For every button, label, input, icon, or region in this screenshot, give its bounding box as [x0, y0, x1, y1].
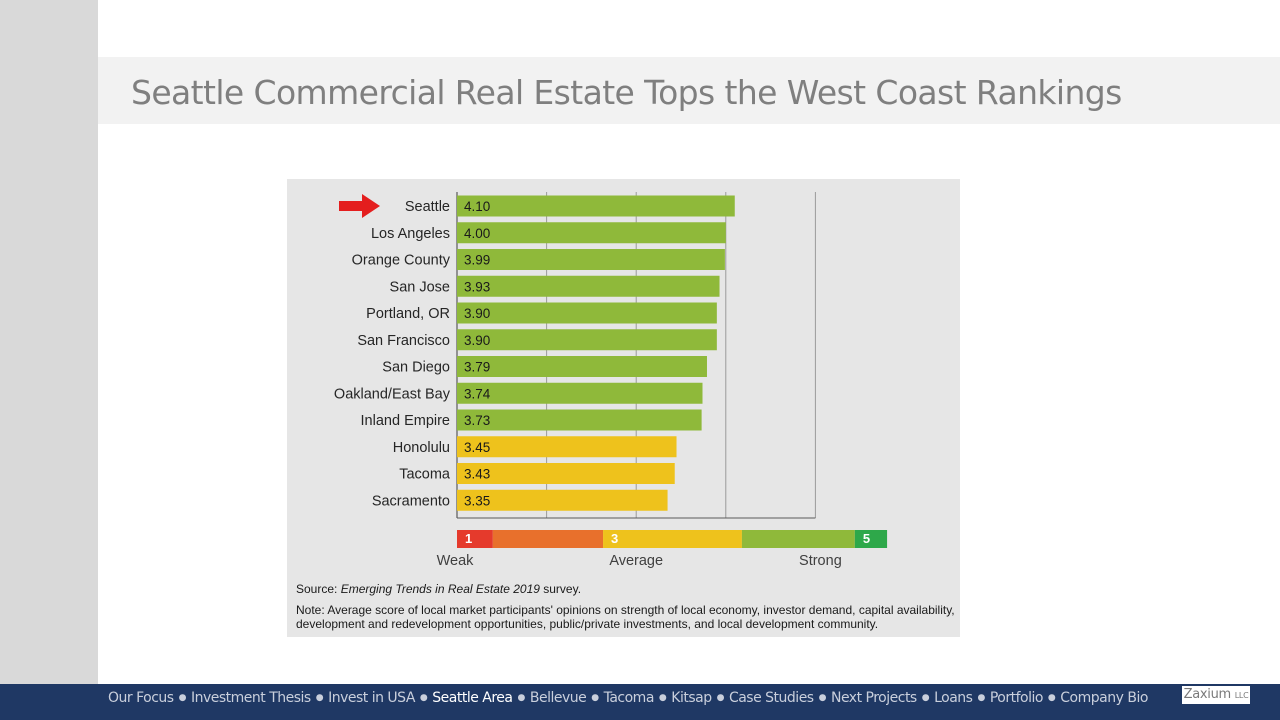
chart-panel: Seattle 4.10 Los Angeles 4.00 Orange County 3…	[287, 179, 960, 637]
scale-segment-label: 3	[611, 531, 618, 546]
chart-note: Note: Average score of local market part…	[296, 603, 955, 631]
category-label: San Francisco	[357, 333, 450, 349]
bar	[457, 302, 717, 324]
nav-separator-icon: ●	[591, 692, 599, 703]
chart-source: Source: Emerging Trends in Real Estate 2…	[296, 582, 581, 596]
bottom-nav-bar: Our Focus ● Investment Thesis ● Invest in US…	[0, 684, 1280, 720]
bar	[457, 195, 735, 217]
nav-item-portfolio[interactable]: Portfolio	[989, 689, 1044, 706]
source-prefix: Source:	[296, 582, 341, 596]
highlight-arrow-icon	[339, 194, 380, 218]
value-label: 3.93	[464, 279, 490, 294]
title-band: Seattle Commercial Real Estate Tops the …	[98, 57, 1280, 124]
nav-item-next-projects[interactable]: Next Projects	[830, 689, 917, 706]
value-label: 4.00	[464, 226, 490, 241]
nav-item-invest-in-usa[interactable]: Invest in USA	[328, 689, 415, 706]
scale-segment-label: 5	[863, 531, 870, 546]
nav-separator-icon: ●	[315, 692, 324, 703]
nav-separator-icon: ●	[419, 692, 428, 703]
nav-item-case-studies[interactable]: Case Studies	[728, 689, 814, 706]
nav-separator-icon: ●	[818, 692, 827, 703]
nav-separator-icon: ●	[517, 692, 526, 703]
nav-separator-icon: ●	[178, 692, 187, 703]
value-label: 3.90	[464, 306, 490, 321]
category-label: San Diego	[382, 360, 450, 376]
scale-caption: Weak	[437, 553, 475, 569]
bar	[457, 222, 726, 244]
nav-item-tacoma[interactable]: Tacoma	[603, 689, 655, 706]
left-decorative-strip	[0, 0, 98, 684]
bar-chart: Seattle 4.10 Los Angeles 4.00 Orange County 3…	[334, 192, 888, 569]
scale-caption: Strong	[799, 553, 842, 569]
category-label: Oakland/East Bay	[334, 386, 451, 402]
bar	[457, 249, 725, 270]
scale-segment	[492, 530, 604, 548]
value-label: 3.35	[464, 493, 490, 508]
nav-separator-icon: ●	[977, 692, 985, 703]
scale-segment	[854, 530, 888, 548]
nav-item-bellevue[interactable]: Bellevue	[529, 689, 587, 706]
nav-separator-icon: ●	[658, 692, 667, 703]
bar	[457, 382, 703, 404]
bar	[457, 329, 717, 351]
source-title: Emerging Trends in Real Estate 2019	[340, 582, 540, 596]
bar	[457, 356, 707, 377]
value-label: 3.79	[464, 360, 490, 375]
category-label: Orange County	[352, 253, 451, 269]
nav-item-investment-thesis[interactable]: Investment Thesis	[190, 689, 311, 706]
category-label: Honolulu	[393, 440, 450, 456]
slide-title: Seattle Commercial Real Estate Tops the …	[131, 73, 1122, 112]
scale-segment	[603, 530, 742, 548]
scale-segment	[457, 530, 493, 548]
nav-item-our-focus[interactable]: Our Focus	[108, 689, 174, 706]
scale-segment	[741, 530, 855, 548]
nav-item-company-bio[interactable]: Company Bio	[1060, 689, 1148, 706]
value-label: 3.99	[464, 253, 490, 268]
brand-suffix: LLC	[1234, 691, 1249, 700]
value-label: 3.43	[464, 467, 490, 482]
value-label: 3.90	[464, 333, 490, 348]
nav-list: Our Focus ● Investment Thesis ● Invest in US…	[108, 684, 1148, 711]
value-label: 4.10	[464, 199, 490, 214]
bar	[457, 275, 720, 297]
category-label: Portland, OR	[366, 306, 450, 322]
category-label: Tacoma	[399, 467, 451, 483]
bar	[457, 436, 677, 458]
category-label: Los Angeles	[371, 226, 450, 242]
category-label: San Jose	[390, 279, 450, 295]
category-label: Sacramento	[372, 493, 450, 509]
nav-separator-icon: ●	[716, 692, 725, 703]
brand-logo[interactable]: Zaxium LLC	[1182, 686, 1250, 704]
brand-name: Zaxium	[1183, 687, 1232, 702]
nav-separator-icon: ●	[921, 692, 930, 703]
scale-segment-label: 1	[465, 531, 472, 546]
bar	[457, 489, 668, 511]
bar	[457, 409, 702, 431]
source-suffix: survey.	[539, 582, 582, 596]
nav-item-kitsap[interactable]: Kitsap	[671, 689, 712, 706]
scale-caption: Average	[609, 553, 663, 569]
value-label: 3.45	[464, 440, 490, 455]
value-label: 3.74	[464, 386, 491, 401]
value-label: 3.73	[464, 413, 490, 428]
nav-separator-icon: ●	[1047, 692, 1056, 703]
category-label: Inland Empire	[361, 413, 450, 429]
nav-item-seattle-area[interactable]: Seattle Area	[432, 689, 513, 706]
nav-item-loans[interactable]: Loans	[934, 689, 973, 706]
category-label: Seattle	[405, 199, 450, 215]
bar	[457, 463, 675, 484]
